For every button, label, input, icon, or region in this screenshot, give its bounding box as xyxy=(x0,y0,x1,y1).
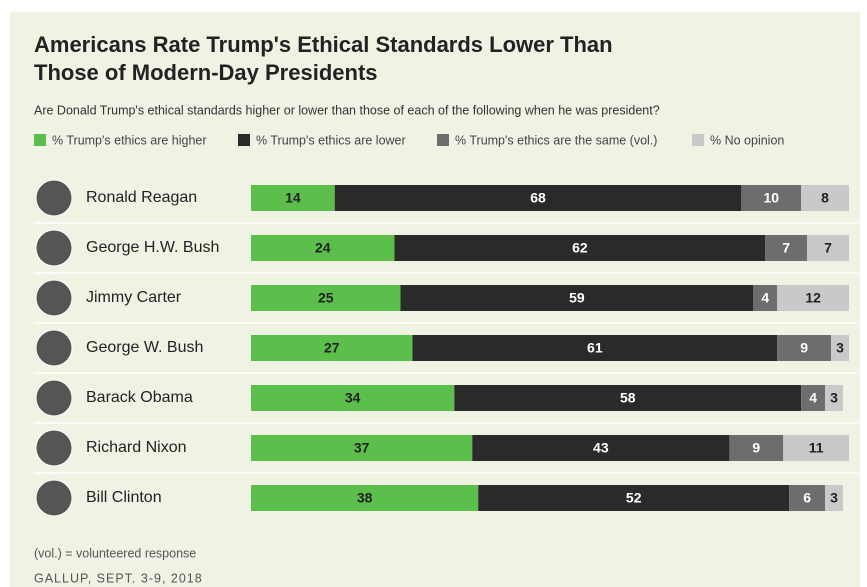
portrait xyxy=(35,179,73,217)
bar-segment xyxy=(251,435,473,461)
value-label: 7 xyxy=(782,240,790,256)
value-label: 14 xyxy=(285,190,301,206)
bar-segment xyxy=(394,235,766,261)
bar-segment xyxy=(400,285,754,311)
value-label: 12 xyxy=(805,290,821,306)
category-label: George W. Bush xyxy=(86,339,203,356)
bar-segment xyxy=(251,385,455,411)
category-label: Jimmy Carter xyxy=(86,289,182,306)
bar-segment xyxy=(801,385,826,411)
bar-segment xyxy=(454,385,802,411)
bar-segment xyxy=(789,485,826,511)
legend-swatch xyxy=(238,134,250,146)
value-label: 68 xyxy=(530,190,546,206)
bar-segment xyxy=(251,235,395,261)
bar-segment xyxy=(801,185,849,211)
value-label: 4 xyxy=(761,290,769,306)
bar-segment xyxy=(251,185,335,211)
category-label: Ronald Reagan xyxy=(86,189,197,206)
value-label: 43 xyxy=(593,440,609,456)
bar-segment xyxy=(729,435,784,461)
bar-segment xyxy=(777,335,832,361)
category-label: Bill Clinton xyxy=(86,489,162,506)
bar-segment xyxy=(412,335,778,361)
bar-segment xyxy=(251,285,401,311)
legend-label: % No opinion xyxy=(710,133,784,147)
value-label: 3 xyxy=(836,340,844,356)
value-label: 3 xyxy=(830,390,838,406)
bar-segment xyxy=(777,285,849,311)
portrait xyxy=(35,279,73,317)
value-label: 9 xyxy=(800,340,808,356)
value-label: 38 xyxy=(357,490,373,506)
bar-segment xyxy=(478,485,790,511)
value-label: 4 xyxy=(809,390,817,406)
value-label: 6 xyxy=(803,490,811,506)
value-label: 61 xyxy=(587,340,603,356)
footnote: (vol.) = volunteered response xyxy=(34,546,196,560)
legend-label: % Trump's ethics are lower xyxy=(256,133,406,147)
legend-label: % Trump's ethics are the same (vol.) xyxy=(455,133,657,147)
value-label: 10 xyxy=(763,190,779,206)
source: GALLUP, SEPT. 3-9, 2018 xyxy=(34,571,203,585)
bar-segment xyxy=(251,485,479,511)
bar-segment xyxy=(334,185,742,211)
bar-segment xyxy=(825,485,844,511)
bar-segment xyxy=(807,235,849,261)
value-label: 24 xyxy=(315,240,331,256)
category-label: George H.W. Bush xyxy=(86,239,219,256)
portrait xyxy=(35,229,73,267)
value-label: 37 xyxy=(354,440,370,456)
legend-swatch xyxy=(437,134,449,146)
value-label: 34 xyxy=(345,390,361,406)
bar-segment xyxy=(831,335,849,361)
bar-segment xyxy=(783,435,849,461)
value-label: 9 xyxy=(752,440,760,456)
value-label: 11 xyxy=(809,440,824,456)
portrait xyxy=(35,479,73,517)
portrait xyxy=(35,329,73,367)
value-label: 58 xyxy=(620,390,636,406)
chart-title: Americans Rate Trump's Ethical Standards… xyxy=(34,32,613,57)
chart-title: Those of Modern-Day Presidents xyxy=(34,60,378,85)
portrait xyxy=(35,379,73,417)
bar-segment xyxy=(251,335,413,361)
category-label: Barack Obama xyxy=(86,389,193,406)
portrait xyxy=(35,429,73,467)
value-label: 25 xyxy=(318,290,334,306)
legend-swatch xyxy=(692,134,704,146)
value-label: 62 xyxy=(572,240,588,256)
value-label: 8 xyxy=(821,190,829,206)
bar-segment xyxy=(472,435,730,461)
legend-swatch xyxy=(34,134,46,146)
legend-label: % Trump's ethics are higher xyxy=(52,133,207,147)
category-label: Richard Nixon xyxy=(86,439,186,456)
value-label: 7 xyxy=(824,240,832,256)
value-label: 3 xyxy=(830,490,838,506)
value-label: 59 xyxy=(569,290,585,306)
bar-segment xyxy=(741,185,802,211)
bar-segment xyxy=(825,385,844,411)
chart-subtitle: Are Donald Trump's ethical standards hig… xyxy=(34,103,660,117)
bar-segment xyxy=(765,235,808,261)
bar-segment xyxy=(753,285,778,311)
value-label: 27 xyxy=(324,340,340,356)
value-label: 52 xyxy=(626,490,642,506)
